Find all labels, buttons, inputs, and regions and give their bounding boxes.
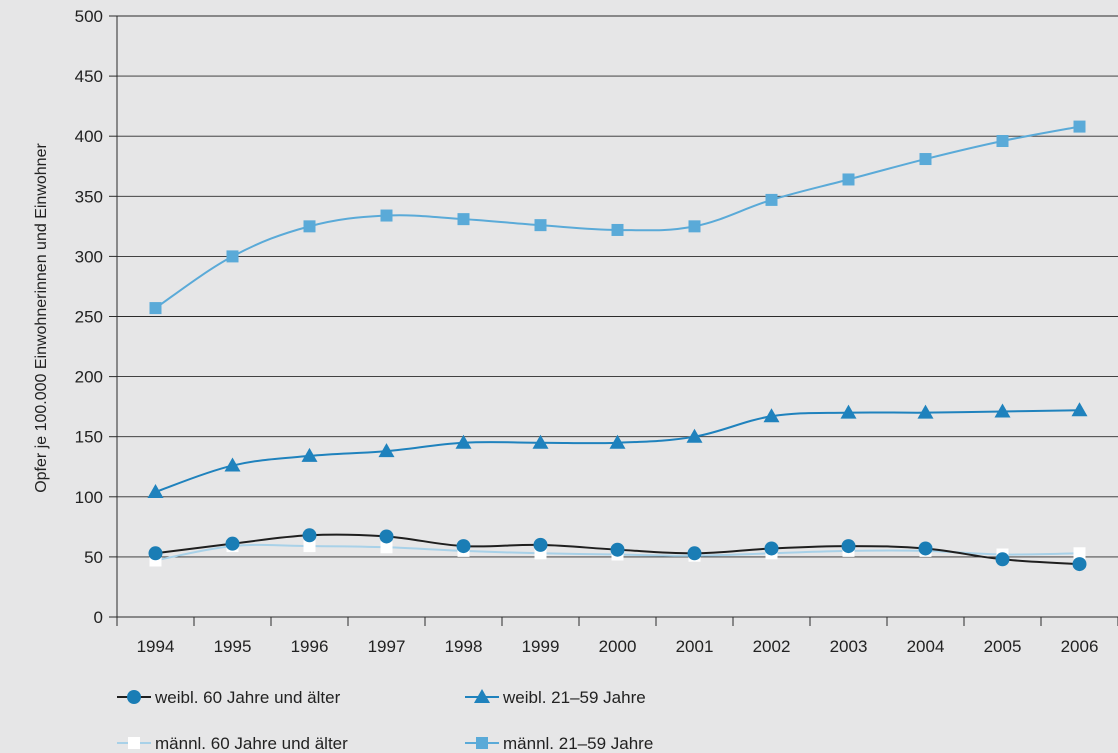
x-tick-label: 1996 [291, 637, 329, 656]
series-3-point [380, 209, 393, 222]
x-tick-label: 2005 [984, 637, 1022, 656]
series-3-point [688, 220, 701, 233]
series-3-point [534, 219, 547, 232]
series-3-point [149, 302, 162, 315]
series-1-point [917, 404, 934, 419]
series-1-point [378, 443, 395, 458]
legend-point [128, 737, 140, 749]
y-tick-label: 200 [75, 368, 103, 387]
series-2-point [1073, 547, 1086, 560]
series-0-point [764, 541, 779, 556]
series-0-point [148, 546, 163, 561]
y-tick-label: 450 [75, 67, 103, 86]
legend-label: männl. 60 Jahre und älter [155, 734, 348, 753]
series-2-point [380, 541, 393, 554]
series-1-point [455, 434, 472, 449]
y-tick-label: 0 [94, 608, 103, 627]
legend-item: weibl. 21–59 Jahre [465, 688, 646, 707]
series-3-point [226, 250, 239, 263]
x-tick-label: 2000 [599, 637, 637, 656]
series-3-point [919, 153, 932, 166]
series-1-point [609, 434, 626, 449]
series-group [147, 120, 1088, 572]
x-tick-label: 1995 [214, 637, 252, 656]
series-1-line [155, 409, 1080, 493]
legend-label: männl. 21–59 Jahre [503, 734, 653, 753]
series-0-point [687, 546, 702, 561]
y-axis: 0 50 100 150 200 250 300 350 400 450 500 [75, 7, 118, 627]
y-tick-label: 100 [75, 488, 103, 507]
legend: weibl. 60 Jahre und älter weibl. 21–59 Ja… [117, 688, 653, 753]
y-tick-label: 50 [84, 548, 103, 567]
series-1-point [301, 447, 318, 462]
series-2-point [303, 540, 316, 553]
series-3-point [457, 213, 470, 226]
series-3-point [765, 193, 778, 206]
y-tick-label: 400 [75, 127, 103, 146]
series-0-point [302, 528, 317, 543]
legend-point [474, 689, 490, 703]
x-tick-label: 2002 [753, 637, 791, 656]
series-3-line [154, 125, 1080, 309]
y-tick-label: 150 [75, 428, 103, 447]
legend-item: männl. 60 Jahre und älter [117, 734, 348, 753]
gridlines [117, 15, 1118, 618]
x-tick-label: 2003 [830, 637, 868, 656]
y-tick-label: 300 [75, 247, 103, 266]
x-tick-label: 2001 [676, 637, 714, 656]
y-tick-label: 250 [75, 308, 103, 327]
series-3-point [611, 223, 624, 236]
x-tick-label: 1997 [368, 637, 406, 656]
legend-item: männl. 21–59 Jahre [465, 734, 653, 753]
series-0-point [918, 541, 933, 556]
legend-point [476, 737, 488, 749]
series-1-point [840, 404, 857, 419]
legend-point [127, 690, 141, 704]
series-0-point [1072, 557, 1087, 572]
series-0-point [841, 539, 856, 554]
series-0-point [610, 542, 625, 557]
series-3 [149, 120, 1086, 315]
legend-label: weibl. 21–59 Jahre [502, 688, 646, 707]
series-1-point [532, 434, 549, 449]
series-3-point [1073, 120, 1086, 133]
y-tick-label: 500 [75, 7, 103, 26]
series-0 [148, 528, 1087, 572]
x-tick-label: 1998 [445, 637, 483, 656]
series-0-point [456, 539, 471, 554]
series-1-point [1071, 402, 1088, 417]
series-1-point [994, 403, 1011, 418]
legend-label: weibl. 60 Jahre und älter [154, 688, 341, 707]
series-1-point [763, 408, 780, 423]
series-1-point [224, 457, 241, 472]
series-3-point [303, 220, 316, 233]
series-0-point [225, 536, 240, 551]
y-axis-title: Opfer je 100.000 Einwohnerinnen und Einw… [33, 143, 50, 493]
series-1 [147, 402, 1088, 498]
series-3-point [996, 135, 1009, 148]
legend-item: weibl. 60 Jahre und älter [117, 688, 341, 707]
series-3-point [842, 173, 855, 186]
x-tick-label: 1999 [522, 637, 560, 656]
series-1-point [686, 428, 703, 443]
x-tick-label: 2006 [1061, 637, 1099, 656]
series-0-point [995, 552, 1010, 567]
series-0-point [533, 537, 548, 552]
series-0-point [379, 529, 394, 544]
y-tick-label: 350 [75, 187, 103, 206]
x-tick-label: 1994 [137, 637, 175, 656]
x-axis: 1994 1995 1996 1997 1998 1999 2000 2001 2002 2003… [116, 617, 1118, 656]
series-1-point [147, 483, 164, 498]
x-tick-label: 2004 [907, 637, 945, 656]
